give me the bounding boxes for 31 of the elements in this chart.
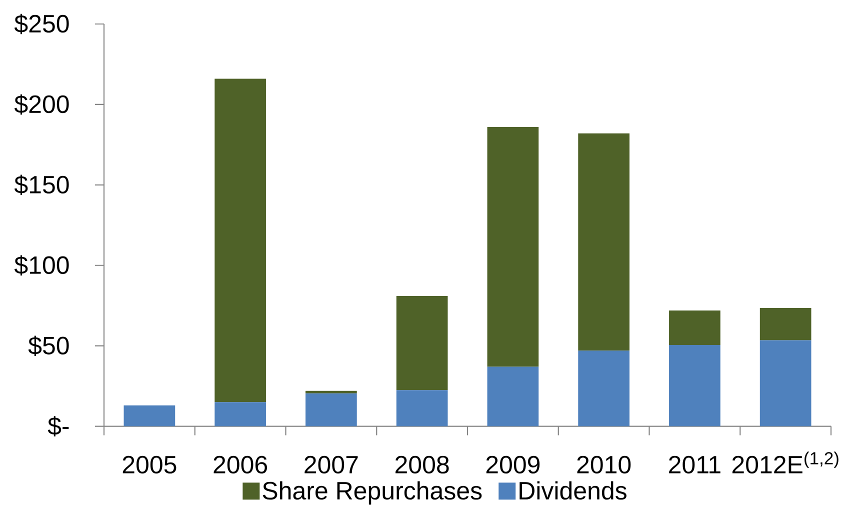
y-tick-label: $- [48,416,69,436]
bar [306,393,357,426]
bar [396,296,448,390]
bar [306,390,357,394]
y-tick-label: $200 [14,94,69,115]
x-tick-label: 2008 [396,456,449,474]
y-tick-label: $250 [14,14,69,34]
y-tick-label: $150 [14,174,69,196]
x-tick-label: 2011 [669,456,720,474]
bar [487,126,539,367]
legend-label: Dividends [520,481,626,500]
bar [669,310,720,346]
x-tick-label: 2012E$^{(1,2)}$ [732,452,838,474]
x-tick-label: 2007 [304,456,358,474]
x-tick-label: 2009 [486,456,540,474]
bar [214,402,266,426]
bar [124,405,176,426]
bar [760,340,812,426]
bar [669,345,720,426]
x-tick-label: 2005 [122,456,176,474]
x-tick-label: 2006 [214,456,268,474]
bar [760,308,812,340]
bar [487,366,539,426]
legend-label: Share Repurchases [262,481,482,505]
y-tick-label: $50 [28,336,69,356]
bar [578,350,630,426]
bar [214,78,266,402]
y-tick-label: $100 [14,255,69,276]
bar [578,133,630,351]
bar [396,390,448,426]
x-tick-label: 2010 [577,456,631,474]
